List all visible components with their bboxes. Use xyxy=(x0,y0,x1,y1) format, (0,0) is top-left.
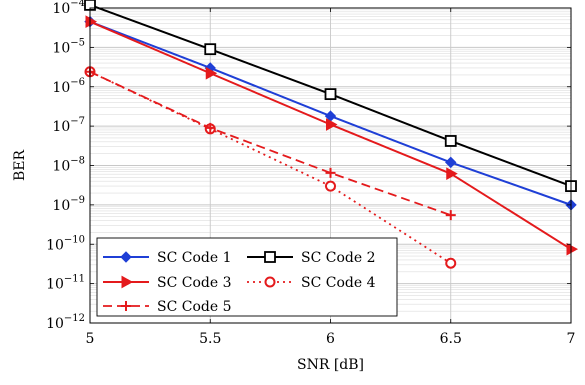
series-group xyxy=(84,0,579,269)
data-point-5 xyxy=(325,167,336,178)
legend-item-4: SC Code 4 xyxy=(247,275,376,291)
legend-box xyxy=(96,237,398,317)
data-point-3 xyxy=(326,118,338,131)
legend-label: SC Code 5 xyxy=(157,299,232,315)
data-point-4 xyxy=(325,180,336,192)
legend: SC Code 1 SC Code 2 SC Code 3 SC Code 4 SC C… xyxy=(96,237,398,317)
data-point-5 xyxy=(445,210,456,221)
series-3 xyxy=(85,15,579,256)
axis-ticks: 5 5.5 6 6.5 7 10−4 10−5 10−6 10−7 10−8 10−9 10−10 10… xyxy=(46,0,575,347)
legend-swatch-marker xyxy=(121,301,131,311)
data-point-2 xyxy=(444,135,457,147)
legend-item-2: SC Code 2 xyxy=(247,250,376,266)
legend-swatch-marker xyxy=(264,276,276,288)
y-tick-label: 10−11 xyxy=(46,274,85,293)
x-tick-label: 6 xyxy=(326,331,335,347)
data-point-5 xyxy=(205,122,216,133)
series-line-4 xyxy=(89,70,452,264)
data-point-3 xyxy=(566,242,579,256)
x-tick-label: 5.5 xyxy=(199,331,221,347)
data-point-2 xyxy=(324,88,337,101)
y-tick-label: 10−6 xyxy=(52,77,85,96)
y-tick-label: 10−7 xyxy=(52,116,85,135)
x-tick-label: 5 xyxy=(86,331,95,347)
data-point-3 xyxy=(85,15,98,29)
data-point-3 xyxy=(446,167,458,181)
data-point-2 xyxy=(204,43,217,56)
y-tick-label: 10−12 xyxy=(46,313,85,332)
data-point-4 xyxy=(445,257,457,269)
legend-swatch-marker xyxy=(264,251,276,263)
y-tick-label: 10−9 xyxy=(52,195,85,214)
y-axis-label: BER xyxy=(12,150,28,182)
legend-item-3: SC Code 3 xyxy=(103,275,232,291)
data-point-1 xyxy=(445,156,457,169)
legend-swatch-marker xyxy=(121,275,134,289)
data-point-3 xyxy=(205,66,218,80)
legend-label: SC Code 3 xyxy=(157,275,232,291)
legend-swatch-marker xyxy=(120,251,132,263)
y-tick-label: 10−8 xyxy=(52,156,85,175)
legend-label: SC Code 4 xyxy=(301,275,376,291)
legend-label: SC Code 2 xyxy=(301,250,376,266)
legend-item-1: SC Code 1 xyxy=(103,250,232,266)
legend-item-5: SC Code 5 xyxy=(103,299,232,315)
y-tick-label: 10−10 xyxy=(46,234,85,253)
x-axis-label: SNR [dB] xyxy=(297,357,364,373)
x-tick-label: 6.5 xyxy=(440,331,462,347)
y-tick-label: 10−4 xyxy=(52,0,85,17)
x-tick-label: 7 xyxy=(567,331,576,347)
series-line-5 xyxy=(89,70,452,216)
legend-label: SC Code 1 xyxy=(157,250,232,266)
y-tick-label: 10−5 xyxy=(52,37,85,56)
